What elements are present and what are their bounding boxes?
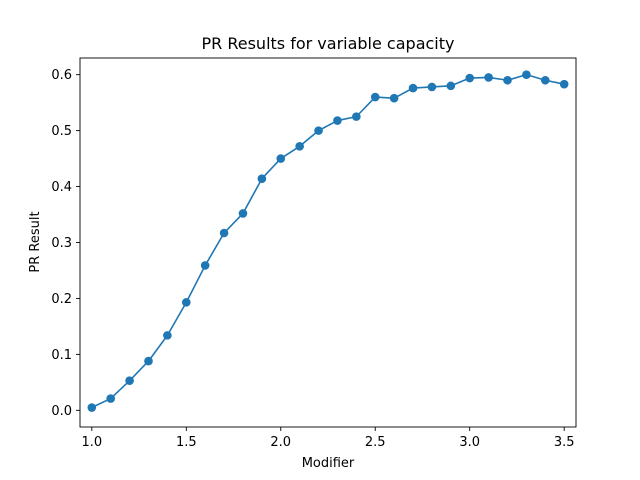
y-tick-label: 0.3: [51, 236, 72, 251]
data-point: [257, 174, 267, 184]
plot-area: 1.0 1.5 2.0 2.5 3.0 3.5 0.0 0.1 0.2 0.3 0.4 0.5 0.6: [51, 57, 577, 450]
data-point: [465, 73, 475, 83]
y-tick-label: 0.2: [51, 292, 72, 307]
x-tick-label: 3.5: [554, 435, 575, 450]
data-point: [503, 75, 512, 85]
data-point: [408, 83, 418, 93]
data-point: [333, 116, 342, 125]
data-point: [276, 154, 286, 163]
y-tick-label: 0.1: [51, 348, 72, 363]
y-tick-label: 0.4: [51, 180, 72, 195]
data-point: [559, 79, 569, 89]
data-point: [163, 331, 172, 340]
data-point: [125, 376, 134, 385]
chart-title: PR Results for variable capacity: [202, 34, 455, 53]
data-point: [389, 93, 399, 103]
data-point: [106, 394, 116, 403]
data-point: [540, 75, 550, 85]
data-point: [314, 126, 323, 135]
data-point: [144, 356, 153, 366]
data-point: [352, 112, 361, 121]
axes-frame: [79, 57, 577, 428]
x-tick-label: 1.0: [81, 435, 102, 450]
y-tick-label: 0.0: [51, 404, 72, 419]
x-axis-title: Modifier: [302, 456, 355, 471]
data-point: [484, 73, 493, 82]
data-point: [219, 228, 229, 238]
data-point: [200, 261, 210, 270]
data-point: [295, 141, 304, 151]
y-tick-label: 0.6: [51, 68, 72, 83]
x-tick-label: 1.5: [176, 435, 197, 450]
x-tick-label: 2.5: [365, 435, 386, 450]
x-tick-label: 3.0: [459, 435, 480, 450]
data-point: [522, 70, 531, 79]
data-point: [427, 82, 437, 92]
data-point: [238, 209, 248, 218]
data-point: [370, 92, 380, 102]
data-point: [181, 298, 191, 307]
y-axis-title: PR Result: [28, 211, 43, 272]
data-point: [87, 403, 97, 412]
data-point: [446, 81, 456, 91]
x-tick-label: 2.0: [270, 435, 291, 450]
y-tick-label: 0.5: [51, 124, 72, 139]
